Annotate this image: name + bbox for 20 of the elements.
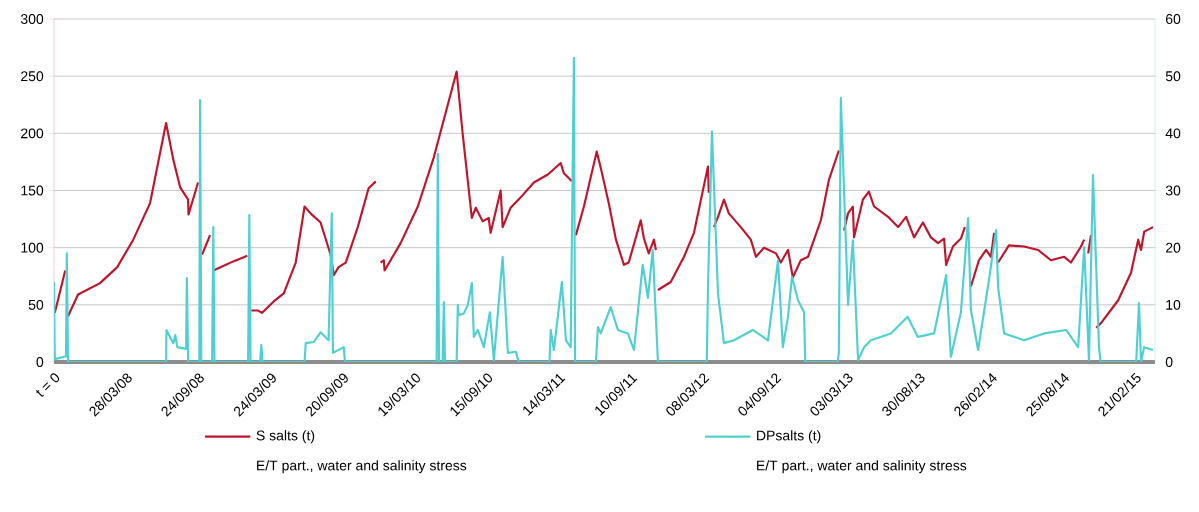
y-tick-label: 100 (21, 242, 44, 253)
text: E/T part., water and salinity stress (257, 460, 467, 474)
y-tick-label: 250 (21, 71, 44, 82)
y-tick-label: 0 (36, 357, 44, 367)
line-series (54, 56, 1155, 362)
y2-tick-label: 40 (1165, 128, 1181, 139)
y-tick-label: 300 (20, 14, 44, 24)
legend-label: DPsalts (t) (757, 430, 821, 444)
y2-tick-label: 50 (1165, 71, 1181, 82)
y2-tick-label: 60 (1165, 14, 1181, 24)
y2-tick-label: 0 (1165, 357, 1173, 367)
legend-label: S salts (t) (256, 430, 315, 444)
y2-tick-label: 10 (1166, 299, 1181, 310)
text: E/T part., water and salinity stress (757, 460, 967, 474)
y2-tick-label: 20 (1165, 242, 1181, 253)
x-tick-label: t = 0 (36, 373, 60, 397)
y-tick-label: 50 (28, 299, 44, 310)
y-tick-label: 150 (21, 185, 44, 196)
y2-tick-label: 30 (1165, 185, 1181, 196)
y-tick-label: 200 (21, 128, 44, 139)
